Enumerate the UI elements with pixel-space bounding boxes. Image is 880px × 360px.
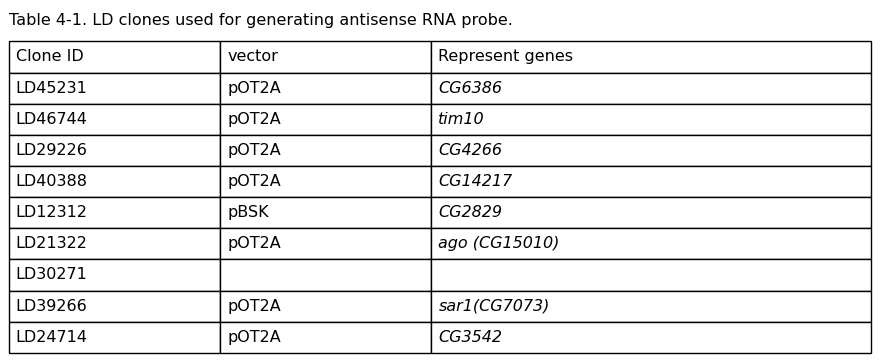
Bar — [9, 41, 220, 73]
Bar — [220, 104, 431, 135]
Text: CG2829: CG2829 — [438, 205, 502, 220]
Bar — [220, 291, 431, 322]
Text: sar1(CG7073): sar1(CG7073) — [438, 298, 550, 314]
Bar — [220, 166, 431, 197]
Text: pOT2A: pOT2A — [227, 112, 281, 127]
Text: Table 4-1. LD clones used for generating antisense RNA probe.: Table 4-1. LD clones used for generating… — [9, 13, 513, 28]
Text: LD39266: LD39266 — [16, 298, 88, 314]
Text: CG3542: CG3542 — [438, 330, 502, 345]
Text: LD40388: LD40388 — [16, 174, 88, 189]
Bar — [9, 291, 220, 322]
Text: ago (CG15010): ago (CG15010) — [438, 236, 560, 251]
Bar — [431, 322, 871, 353]
Bar — [220, 228, 431, 259]
Bar — [431, 291, 871, 322]
Text: LD21322: LD21322 — [16, 236, 88, 251]
Text: LD24714: LD24714 — [16, 330, 88, 345]
Bar — [220, 135, 431, 166]
Text: CG4266: CG4266 — [438, 143, 502, 158]
Bar — [431, 259, 871, 291]
Text: pOT2A: pOT2A — [227, 81, 281, 96]
Bar — [9, 104, 220, 135]
Text: tim10: tim10 — [438, 112, 485, 127]
Bar — [431, 228, 871, 259]
Bar — [431, 41, 871, 73]
Bar — [9, 259, 220, 291]
Bar — [9, 135, 220, 166]
Text: LD45231: LD45231 — [16, 81, 88, 96]
Bar — [431, 135, 871, 166]
Text: CG6386: CG6386 — [438, 81, 502, 96]
Bar — [9, 166, 220, 197]
Text: vector: vector — [227, 49, 278, 64]
Text: LD46744: LD46744 — [16, 112, 88, 127]
Bar — [9, 197, 220, 228]
Text: pOT2A: pOT2A — [227, 330, 281, 345]
Bar — [220, 41, 431, 73]
Text: pOT2A: pOT2A — [227, 143, 281, 158]
Bar — [220, 259, 431, 291]
Bar — [431, 166, 871, 197]
Bar — [220, 73, 431, 104]
Bar — [9, 322, 220, 353]
Text: Clone ID: Clone ID — [16, 49, 84, 64]
Bar — [9, 228, 220, 259]
Text: pOT2A: pOT2A — [227, 174, 281, 189]
Bar — [431, 73, 871, 104]
Text: LD30271: LD30271 — [16, 267, 88, 283]
Text: pBSK: pBSK — [227, 205, 268, 220]
Text: Represent genes: Represent genes — [438, 49, 574, 64]
Text: pOT2A: pOT2A — [227, 298, 281, 314]
Bar — [9, 73, 220, 104]
Bar — [431, 197, 871, 228]
Text: CG14217: CG14217 — [438, 174, 512, 189]
Bar — [220, 322, 431, 353]
Text: LD12312: LD12312 — [16, 205, 88, 220]
Bar — [220, 197, 431, 228]
Text: pOT2A: pOT2A — [227, 236, 281, 251]
Text: LD29226: LD29226 — [16, 143, 88, 158]
Bar — [431, 104, 871, 135]
